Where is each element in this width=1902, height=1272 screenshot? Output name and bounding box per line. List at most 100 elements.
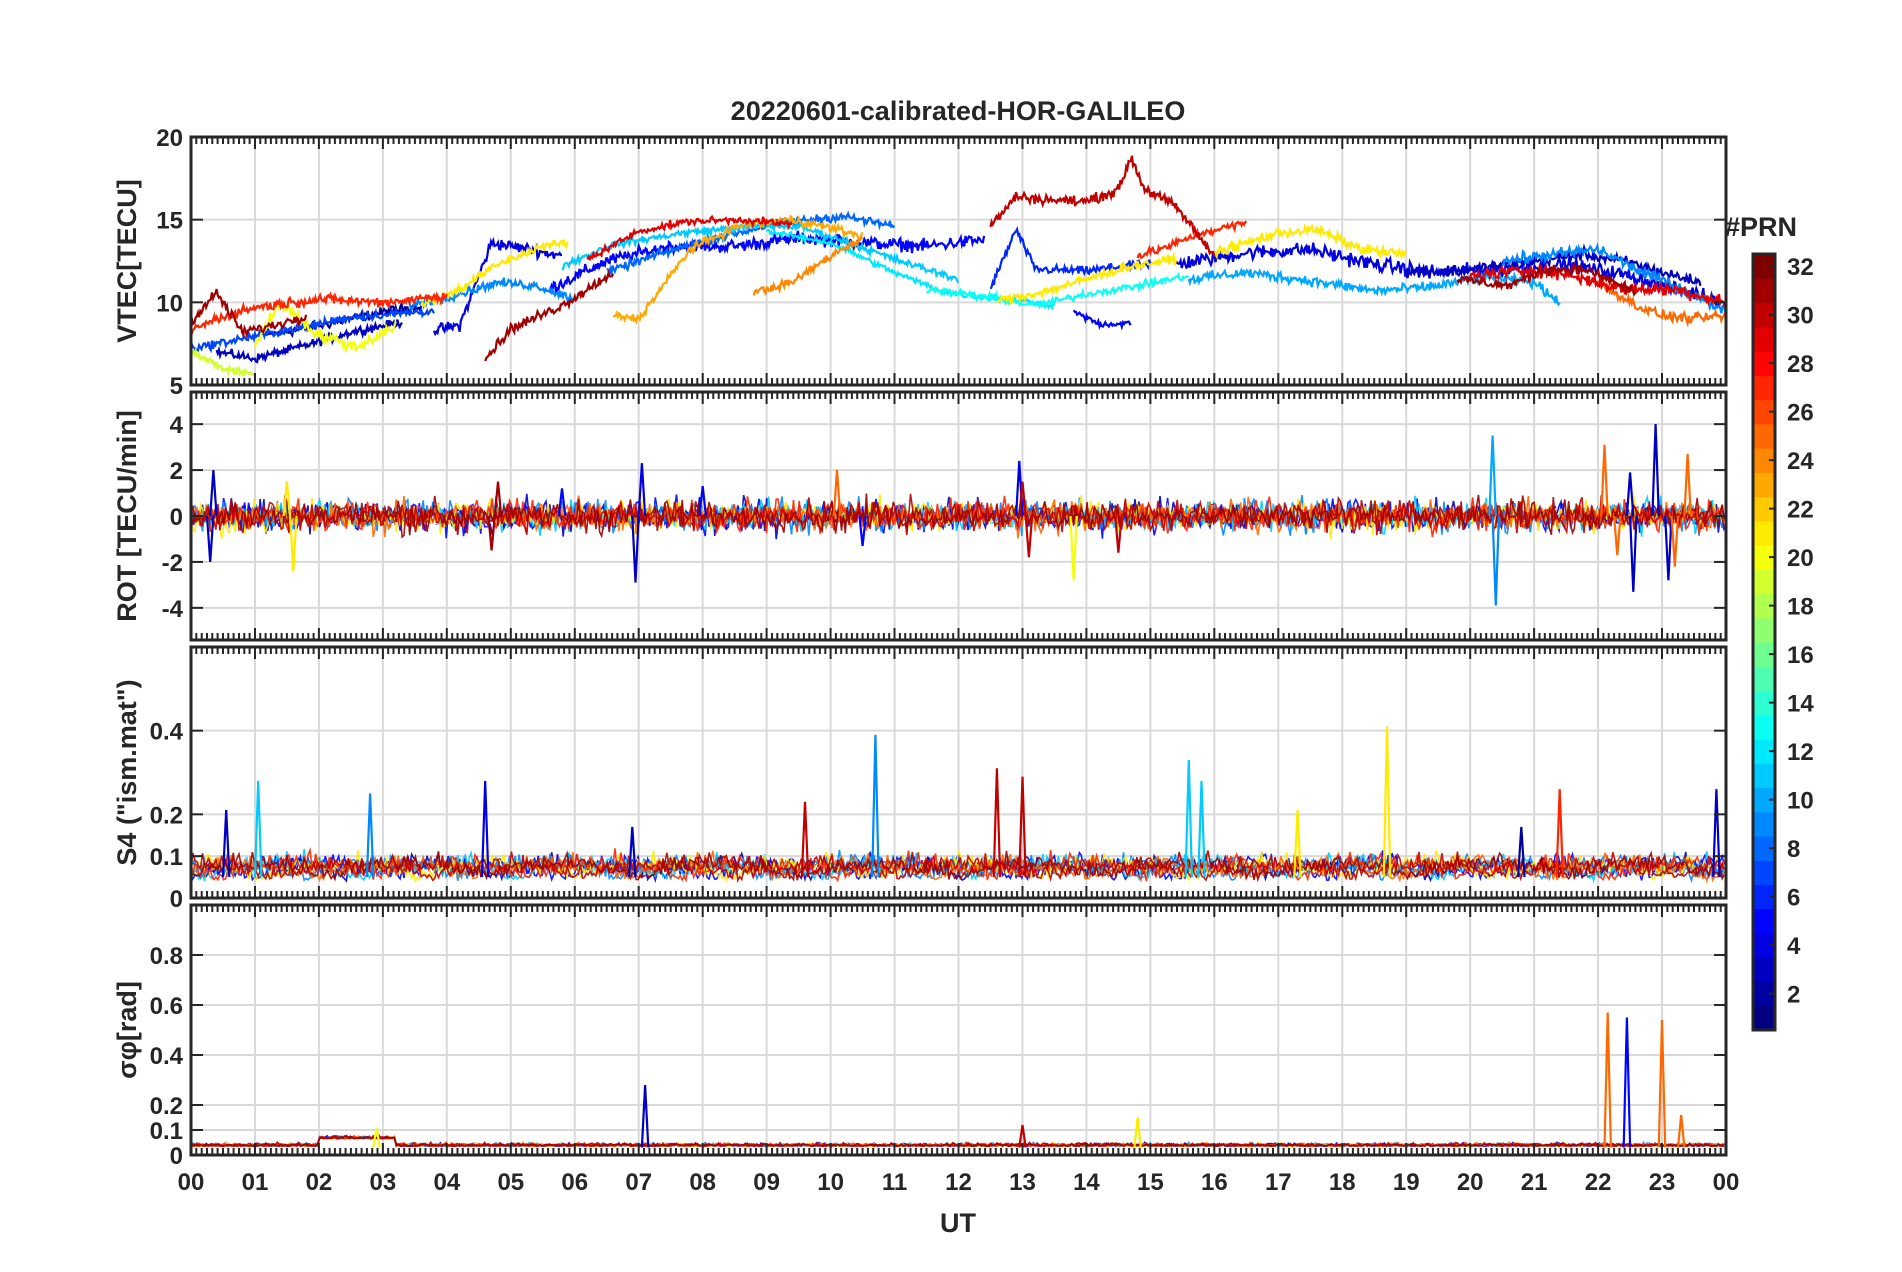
rot-spike (1670, 515, 1680, 567)
y-tick-label: 0.8 (150, 943, 183, 970)
s4-spike (365, 793, 375, 878)
x-ticks (190, 137, 1727, 385)
colorbar-band (1753, 884, 1775, 910)
rot-spike (487, 515, 496, 551)
x-tick-label: 11 (882, 1169, 907, 1196)
y-tick-label: 0.2 (150, 1093, 183, 1120)
colorbar-tick-label: 8 (1787, 836, 1800, 863)
vtec-series-prn-30 (989, 155, 1216, 257)
panel-vtec: 5 10 15 20 VTEC[TECU] (112, 125, 1728, 400)
x-tick-labels: 00 01 02 03 04 05 06 07 08 09 10 11 12 13 14 15 16 17 18 19… (178, 1169, 1740, 1196)
vtec-series-prn-5 (549, 230, 986, 294)
rot-series-prn-31 (191, 493, 1725, 539)
y-axis-label: σφ[rad] (112, 981, 142, 1079)
x-tick-label: 19 (1393, 1169, 1420, 1196)
s4-spike (1184, 759, 1193, 878)
s4-spike (221, 810, 231, 878)
vtec-series-prn-4 (1175, 242, 1721, 310)
sigma_phi-spike (640, 1084, 650, 1148)
y-tick-label: 0.4 (150, 1043, 184, 1070)
rot-spike (631, 515, 640, 583)
rot-spike (858, 515, 867, 547)
panel-s4: 0 0.1 0.2 0.4 S4 ("ism.mat") (112, 645, 1728, 913)
x-tick-label: 10 (817, 1169, 844, 1196)
x-tick-label: 04 (433, 1169, 460, 1196)
x-tick-label: 00 (178, 1169, 205, 1196)
rot-spike (698, 485, 707, 517)
rot-spike (209, 470, 218, 517)
y-tick-label: 0.2 (150, 802, 183, 829)
colorbar-band (1753, 375, 1775, 401)
data-layer (191, 424, 1725, 606)
vtec-series-prn-23 (612, 214, 864, 326)
colorbar-band (1753, 302, 1775, 328)
x-tick-label: 03 (370, 1169, 397, 1196)
colorbar-band (1753, 787, 1775, 813)
y-tick-label: 5 (170, 373, 183, 400)
rot-spike (832, 470, 842, 517)
x-tick-label: 06 (561, 1169, 588, 1196)
s4-spike (1555, 789, 1564, 878)
x-tick-label: 20 (1457, 1169, 1484, 1196)
s4-spike (1382, 726, 1392, 878)
rot-spike (1491, 515, 1500, 606)
rot-spike (1625, 472, 1635, 517)
x-tick-label: 12 (945, 1169, 972, 1196)
y-axis-label: ROT [TECU/min] (112, 410, 142, 621)
sigma_phi-spike (1657, 1019, 1667, 1148)
y-tick-label: -2 (162, 550, 183, 577)
colorbar-band (1753, 520, 1775, 546)
colorbar-band (1753, 763, 1775, 789)
colorbar-band (1753, 666, 1775, 692)
s4-spike (1517, 826, 1526, 878)
vtec-series-prn-19 (191, 347, 256, 378)
s4-spike (480, 780, 490, 878)
colorbar-band (1753, 933, 1775, 958)
x-axis-label: UT (940, 1208, 976, 1238)
colorbar-band (1753, 254, 1775, 279)
sigma_phi-spike (1676, 1114, 1686, 1148)
x-tick-label: 16 (1201, 1169, 1228, 1196)
rot-spike (205, 515, 215, 562)
y-tick-label: 0 (170, 504, 183, 531)
rot-spike (1018, 481, 1027, 517)
colorbar-tick-label: 28 (1787, 351, 1814, 378)
s4-spike (1197, 780, 1206, 878)
colorbar-tick-label: 18 (1787, 594, 1814, 621)
colorbar-band (1753, 326, 1775, 352)
x-tick-label: 09 (753, 1169, 780, 1196)
colorbar-band (1753, 739, 1775, 764)
x-tick-label: 02 (306, 1169, 333, 1196)
vtec-series-prn-5 (1072, 309, 1132, 331)
vtec-series-prn-25 (1597, 280, 1726, 328)
colorbar-tick-label: 30 (1787, 303, 1814, 330)
rot-spike (1651, 424, 1660, 517)
x-ticks (190, 647, 1727, 898)
y-tick-label: 15 (156, 208, 183, 235)
sigma_phi-spike (372, 1127, 381, 1148)
vtec-series-prn-31 (484, 269, 615, 362)
y-tick-label: 0.4 (150, 719, 184, 746)
y-tick-label: 0.1 (150, 1118, 183, 1145)
colorbar-tick-label: 12 (1787, 739, 1814, 766)
vtec-series-prn-20 (253, 301, 397, 354)
colorbar-band (1753, 472, 1775, 498)
s4-spike (1712, 789, 1721, 878)
x-tick-label: 23 (1649, 1169, 1676, 1196)
vtec-series-prn-21 (1213, 222, 1408, 260)
colorbar-tick-label: 10 (1787, 788, 1814, 815)
x-ticks (190, 905, 1727, 1155)
colorbar-frame (1751, 252, 1777, 1032)
vtec-series-prn-31 (191, 288, 308, 340)
y-tick-label: 10 (156, 290, 183, 317)
rot-spike (282, 481, 292, 517)
s4-series-prn-30 (191, 851, 1725, 884)
x-tick-label: 17 (1265, 1169, 1292, 1196)
rot-spike (1488, 435, 1497, 517)
x-tick-label: 07 (625, 1169, 652, 1196)
y-tick-label: 0 (170, 886, 183, 913)
colorbar-tick-label: 22 (1787, 497, 1814, 524)
sigma_phi-spike (1603, 1012, 1612, 1148)
